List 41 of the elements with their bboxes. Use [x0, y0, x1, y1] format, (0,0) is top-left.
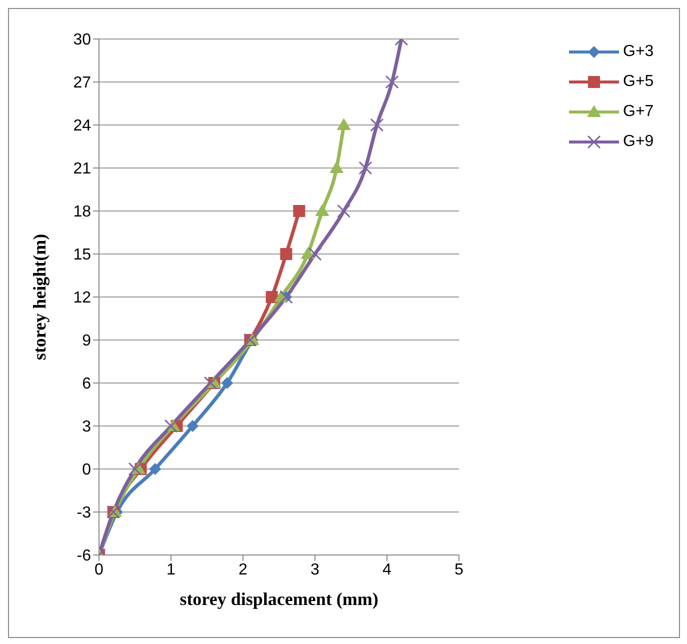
y-tick-label: 27 [73, 74, 92, 92]
x-tick-label: 3 [310, 561, 320, 578]
point [330, 161, 344, 173]
point [336, 118, 351, 130]
y-tick-label: 21 [73, 160, 92, 178]
point [204, 376, 218, 390]
point [358, 161, 372, 175]
y-tick-label: 9 [82, 332, 92, 350]
legend-label: G+9 [623, 133, 654, 151]
point [370, 118, 384, 132]
y-tick-label: 0 [82, 462, 92, 479]
x-axis-title: storey displacement (mm) [180, 589, 378, 609]
point [315, 204, 330, 216]
legend-label: G+3 [623, 43, 654, 61]
point [164, 419, 178, 433]
point [337, 204, 351, 218]
y-tick-label: 18 [73, 204, 92, 221]
y-tick-label: 24 [73, 118, 92, 135]
y-tick-label: 6 [82, 376, 92, 393]
y-tick-label: -6 [76, 548, 92, 565]
point [385, 75, 399, 89]
y-tick-label: 12 [73, 290, 92, 307]
y-tick-label: 30 [73, 32, 92, 49]
point [149, 463, 162, 475]
x-tick-label: 5 [454, 561, 464, 578]
legend-label: G+7 [623, 103, 654, 121]
legend-label: G+5 [623, 73, 654, 91]
point [221, 377, 234, 389]
x-tick-label: 1 [166, 561, 176, 578]
point [280, 248, 292, 260]
y-tick-label: 3 [82, 418, 92, 436]
x-tick-label: 0 [94, 561, 104, 578]
point [293, 205, 306, 217]
x-tick-label: 2 [238, 561, 248, 578]
x-tick-label: 4 [382, 561, 392, 578]
point [266, 291, 278, 303]
y-tick-label: -3 [76, 504, 92, 522]
point [186, 420, 199, 432]
y-tick-label: 15 [73, 246, 92, 264]
y-axis-title: storey height(m) [29, 234, 50, 360]
point [128, 462, 142, 476]
